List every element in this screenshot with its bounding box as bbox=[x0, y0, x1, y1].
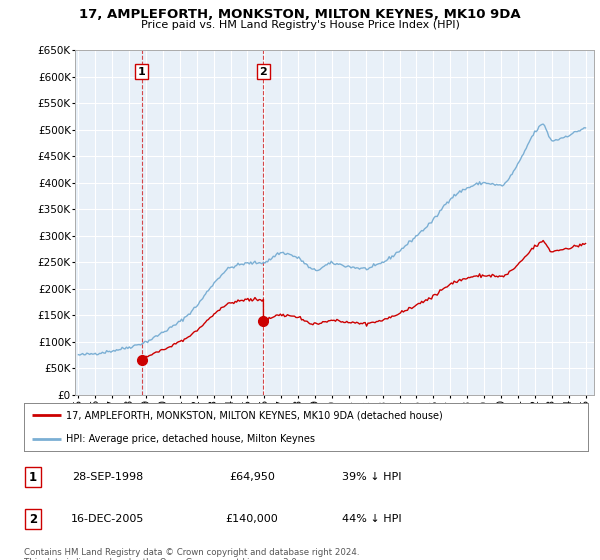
Text: 2: 2 bbox=[29, 513, 37, 526]
Text: 1: 1 bbox=[29, 471, 37, 484]
Text: 1: 1 bbox=[138, 67, 146, 77]
Text: Contains HM Land Registry data © Crown copyright and database right 2024.
This d: Contains HM Land Registry data © Crown c… bbox=[24, 548, 359, 560]
Text: HPI: Average price, detached house, Milton Keynes: HPI: Average price, detached house, Milt… bbox=[66, 434, 316, 444]
Text: 17, AMPLEFORTH, MONKSTON, MILTON KEYNES, MK10 9DA: 17, AMPLEFORTH, MONKSTON, MILTON KEYNES,… bbox=[79, 8, 521, 21]
Text: 44% ↓ HPI: 44% ↓ HPI bbox=[342, 515, 402, 524]
Text: £64,950: £64,950 bbox=[229, 473, 275, 482]
Text: 16-DEC-2005: 16-DEC-2005 bbox=[71, 515, 145, 524]
Text: 2: 2 bbox=[260, 67, 268, 77]
Text: Price paid vs. HM Land Registry's House Price Index (HPI): Price paid vs. HM Land Registry's House … bbox=[140, 20, 460, 30]
Text: 17, AMPLEFORTH, MONKSTON, MILTON KEYNES, MK10 9DA (detached house): 17, AMPLEFORTH, MONKSTON, MILTON KEYNES,… bbox=[66, 410, 443, 420]
Text: £140,000: £140,000 bbox=[226, 515, 278, 524]
Text: 28-SEP-1998: 28-SEP-1998 bbox=[73, 473, 143, 482]
Text: 39% ↓ HPI: 39% ↓ HPI bbox=[342, 473, 402, 482]
